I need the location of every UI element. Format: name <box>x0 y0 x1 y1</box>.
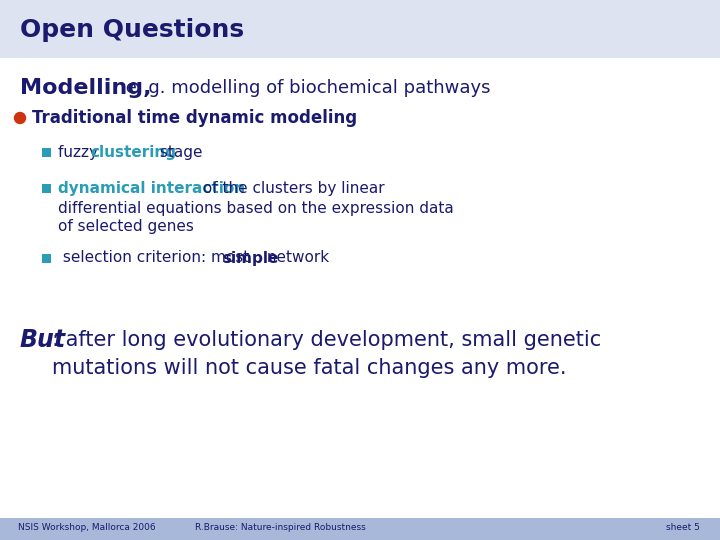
Text: dynamical interaction: dynamical interaction <box>58 180 245 195</box>
Text: mutations will not cause fatal changes any more.: mutations will not cause fatal changes a… <box>52 358 567 378</box>
Text: : after long evolutionary development, small genetic: : after long evolutionary development, s… <box>52 330 601 350</box>
FancyBboxPatch shape <box>42 253 50 262</box>
Text: differential equations based on the expression data: differential equations based on the expr… <box>58 200 454 215</box>
Text: clustering: clustering <box>90 145 176 159</box>
Text: Traditional time dynamic modeling: Traditional time dynamic modeling <box>32 109 357 127</box>
Text: NSIS Workshop, Mallorca 2006: NSIS Workshop, Mallorca 2006 <box>18 523 156 531</box>
Text: simple: simple <box>222 251 279 266</box>
Text: fuzzy: fuzzy <box>58 145 103 159</box>
Text: Modelling,: Modelling, <box>20 78 151 98</box>
FancyBboxPatch shape <box>42 147 50 157</box>
Text: But: But <box>20 328 66 352</box>
Text: stage: stage <box>155 145 202 159</box>
FancyBboxPatch shape <box>42 184 50 192</box>
Text: e. g. modelling of biochemical pathways: e. g. modelling of biochemical pathways <box>120 79 490 97</box>
Text: R.Brause: Nature-inspired Robustness: R.Brause: Nature-inspired Robustness <box>195 523 366 531</box>
Text: sheet 5: sheet 5 <box>666 523 700 531</box>
Circle shape <box>14 112 25 124</box>
Text: of selected genes: of selected genes <box>58 219 194 234</box>
Text: network: network <box>262 251 329 266</box>
Text: of the clusters by linear: of the clusters by linear <box>198 180 384 195</box>
Text: Open Questions: Open Questions <box>20 18 244 42</box>
Text: selection criterion: most: selection criterion: most <box>58 251 254 266</box>
